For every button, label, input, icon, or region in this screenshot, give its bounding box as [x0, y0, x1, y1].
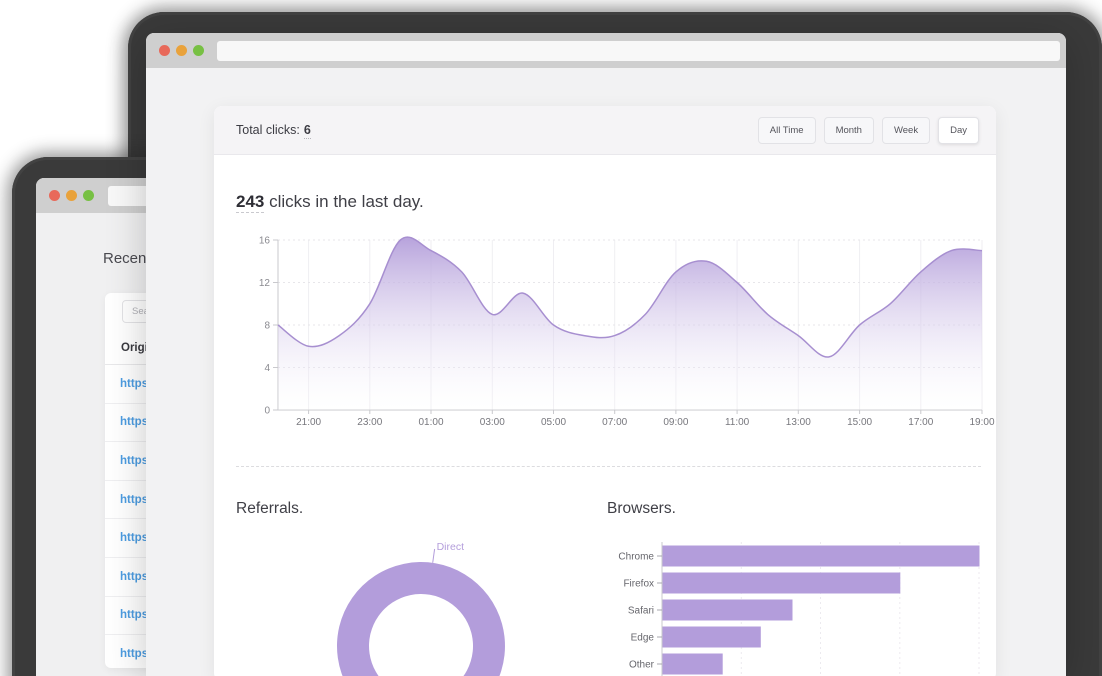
clicks-count: 243 [236, 192, 265, 213]
total-clicks-text: Total clicks: [236, 123, 300, 137]
svg-text:13:00: 13:00 [786, 417, 811, 428]
original-url-link[interactable]: https: [120, 570, 152, 583]
time-filter-group: All Time Month Week Day [757, 116, 979, 144]
svg-text:23:00: 23:00 [357, 417, 382, 428]
filter-button-week[interactable]: Week [881, 116, 931, 144]
svg-text:11:00: 11:00 [725, 417, 750, 428]
referrals-title: Referrals. [236, 500, 304, 517]
original-url-link[interactable]: https: [120, 493, 152, 506]
svg-text:Other: Other [629, 660, 655, 671]
svg-text:05:00: 05:00 [541, 417, 566, 428]
minimize-window-icon[interactable] [176, 44, 187, 56]
svg-text:21:00: 21:00 [296, 417, 321, 428]
svg-text:15:00: 15:00 [847, 417, 872, 428]
back-traffic-lights [49, 189, 94, 201]
clicks-headline-text: clicks in the last day. [264, 192, 424, 211]
filter-button-day[interactable]: Day [938, 116, 979, 144]
svg-text:01:00: 01:00 [418, 417, 443, 428]
close-window-icon[interactable] [159, 44, 170, 56]
front-browser-chrome [146, 33, 1066, 68]
front-browser-window: Total clicks: 6 All Time Month Week Day 243 … [146, 33, 1066, 676]
svg-text:0: 0 [264, 406, 270, 417]
svg-text:4: 4 [264, 363, 270, 374]
svg-text:03:00: 03:00 [480, 417, 505, 428]
close-window-icon[interactable] [49, 189, 60, 201]
svg-text:Chrome: Chrome [618, 552, 654, 563]
clicks-area-chart: 21:00 23:00 01:00 03:00 05:00 07:00 09:00 11:00… [214, 226, 996, 436]
front-url-bar[interactable] [217, 40, 1060, 61]
svg-text:09:00: 09:00 [663, 417, 688, 428]
original-url-link[interactable]: https: [120, 609, 152, 622]
svg-text:Direct: Direct [437, 541, 465, 553]
recent-links-heading: Recen [103, 250, 147, 267]
svg-text:Firefox: Firefox [623, 579, 654, 590]
minimize-window-icon[interactable] [66, 189, 77, 201]
section-divider [236, 466, 981, 467]
front-traffic-lights [159, 44, 204, 56]
total-clicks-label: Total clicks: 6 [236, 123, 311, 139]
clicks-headline: 243 clicks in the last day. [236, 192, 424, 213]
original-url-link[interactable]: https: [120, 416, 152, 429]
filter-button-all-time[interactable]: All Time [757, 116, 816, 144]
svg-text:12: 12 [259, 278, 271, 289]
analytics-card-header: Total clicks: 6 All Time Month Week Day [214, 106, 996, 155]
referrals-donut-chart: Direct [214, 530, 594, 676]
original-url-link[interactable]: https: [120, 647, 152, 660]
browsers-bar-chart: Chrome Firefox Safari Edge Other [594, 530, 996, 676]
analytics-card: Total clicks: 6 All Time Month Week Day 243 … [214, 106, 996, 676]
total-clicks-value: 6 [303, 123, 311, 139]
svg-text:8: 8 [264, 321, 270, 332]
svg-text:19:00: 19:00 [969, 417, 994, 428]
table-row: https: [105, 635, 405, 668]
svg-text:Safari: Safari [628, 606, 654, 617]
browsers-title: Browsers. [607, 500, 676, 517]
original-url-link[interactable]: https: [120, 377, 152, 390]
maximize-window-icon[interactable] [193, 44, 204, 56]
svg-text:16: 16 [259, 236, 271, 247]
svg-text:Edge: Edge [631, 633, 655, 644]
original-url-link[interactable]: https: [120, 454, 152, 467]
svg-text:07:00: 07:00 [602, 417, 627, 428]
maximize-window-icon[interactable] [83, 189, 94, 201]
svg-text:17:00: 17:00 [908, 417, 933, 428]
filter-button-month[interactable]: Month [823, 116, 874, 144]
original-url-link[interactable]: https: [120, 532, 152, 545]
